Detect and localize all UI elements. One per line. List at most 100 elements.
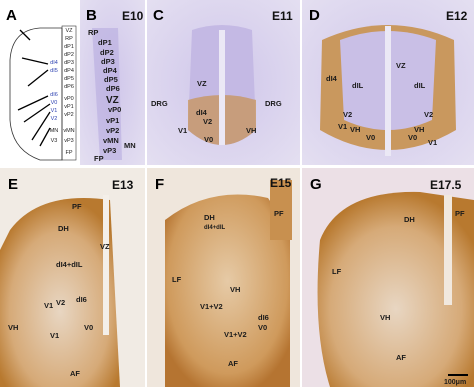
- label: dP1: [64, 44, 74, 50]
- label: dIL: [414, 81, 426, 90]
- label: PF: [274, 209, 284, 218]
- label: dI4+dIL: [204, 225, 226, 231]
- label: DRG: [151, 99, 168, 108]
- panel-letter: E: [8, 176, 18, 193]
- label: RP: [88, 28, 98, 37]
- panel-a: A VZ RP dP1 dP2 dP3 dP4 dP5 dP6 vP0 vP1 …: [0, 0, 78, 165]
- label: vP3: [103, 146, 116, 155]
- stage: E13: [112, 178, 134, 192]
- label: VZ: [106, 95, 119, 106]
- label: dP1: [98, 38, 112, 47]
- stage: E11: [272, 9, 293, 23]
- label: VH: [246, 126, 256, 135]
- label: AF: [228, 359, 238, 368]
- label: dIL: [352, 81, 364, 90]
- label: V1+V2: [200, 302, 223, 311]
- label: PF: [455, 209, 465, 218]
- label: VZ: [197, 79, 207, 88]
- label: AF: [396, 353, 406, 362]
- label: V0: [84, 323, 93, 332]
- label: V1: [178, 126, 187, 135]
- label: MN: [124, 141, 136, 150]
- label: V2: [424, 110, 433, 119]
- label: dP4: [103, 66, 118, 75]
- label: V3: [51, 138, 58, 144]
- panel-c: C E11 VZ DRG DRG dI4 V2 V1 V0 VH: [147, 0, 300, 165]
- label: RP: [65, 36, 73, 42]
- panel-b: B E10 RP dP1 dP2 dP3 dP4 dP5 dP6 VZ vP0 …: [80, 0, 145, 165]
- label: LF: [332, 267, 342, 276]
- label: vMN: [103, 136, 119, 145]
- label: dI6: [258, 313, 269, 322]
- label: FP: [65, 150, 72, 156]
- stage: E17.5: [430, 178, 462, 192]
- label: V1+V2: [224, 330, 247, 339]
- label: V1: [44, 301, 53, 310]
- scale-bar-label: 100μm: [444, 379, 466, 386]
- label: dP5: [64, 76, 74, 82]
- label: dP5: [104, 75, 118, 84]
- label: dP3: [64, 60, 74, 66]
- stage: E15: [270, 176, 292, 190]
- label: DRG: [265, 99, 282, 108]
- label: vMN: [63, 128, 74, 134]
- label: V0: [366, 133, 375, 142]
- label: vP2: [64, 112, 73, 118]
- panel-e: E E13 PF DH VZ dI4+dIL V1 V2 dI6 VH V1 V…: [0, 168, 145, 387]
- label: dP2: [64, 52, 74, 58]
- label: vP1: [64, 104, 73, 110]
- panel-g: G E17.5 DH PF LF VH AF 100μm: [302, 168, 474, 387]
- panel-letter: F: [155, 176, 164, 193]
- label: AF: [70, 369, 80, 378]
- panel-letter: A: [6, 7, 17, 24]
- label: dI5: [50, 68, 58, 74]
- label: DH: [204, 213, 215, 222]
- label: VH: [350, 125, 360, 134]
- label: VH: [230, 285, 240, 294]
- label: VZ: [396, 61, 406, 70]
- label: DH: [404, 215, 415, 224]
- label: V1: [51, 108, 58, 114]
- label: VZ: [65, 28, 73, 34]
- label: dP4: [64, 68, 74, 74]
- label: V2: [51, 116, 58, 122]
- label: V1: [428, 138, 437, 147]
- label: VH: [8, 323, 18, 332]
- label: LF: [172, 275, 182, 284]
- label: V0: [408, 133, 417, 142]
- label: dI4+dIL: [56, 260, 83, 269]
- label: V0: [204, 135, 213, 144]
- label: dI6: [50, 92, 58, 98]
- label: dP2: [100, 48, 114, 57]
- label: vP0: [108, 105, 121, 114]
- label: dI4: [196, 108, 208, 117]
- label: dI6: [76, 295, 87, 304]
- panel-letter: D: [309, 7, 320, 24]
- label: VZ: [100, 242, 110, 251]
- panel-f: F E15 PF DH dI4+dIL LF VH V1+V2 dI6 V1+V…: [147, 168, 300, 387]
- label: vP1: [106, 116, 119, 125]
- label: DH: [58, 224, 69, 233]
- stage: E12: [446, 9, 468, 23]
- panel-letter: B: [86, 7, 97, 24]
- label: dP6: [106, 84, 120, 93]
- label: VH: [380, 313, 390, 322]
- label: V2: [203, 117, 212, 126]
- label: V2: [343, 110, 352, 119]
- stage: E10: [122, 9, 144, 23]
- label: FP: [94, 154, 104, 163]
- label: MN: [50, 128, 59, 134]
- label: PF: [72, 202, 82, 211]
- label: V1: [50, 331, 59, 340]
- label: vP3: [64, 138, 73, 144]
- label: V0: [258, 323, 267, 332]
- panel-letter: C: [153, 7, 164, 24]
- label: vP2: [106, 126, 119, 135]
- label: dI4: [326, 74, 338, 83]
- label: V1: [338, 122, 347, 131]
- panel-d: D E12 VZ dI4 dIL dIL V2 V2 V1 V1 V0 V0 V…: [302, 0, 474, 165]
- label: dP3: [101, 57, 115, 66]
- label: V2: [56, 298, 65, 307]
- label: dI4: [50, 60, 58, 66]
